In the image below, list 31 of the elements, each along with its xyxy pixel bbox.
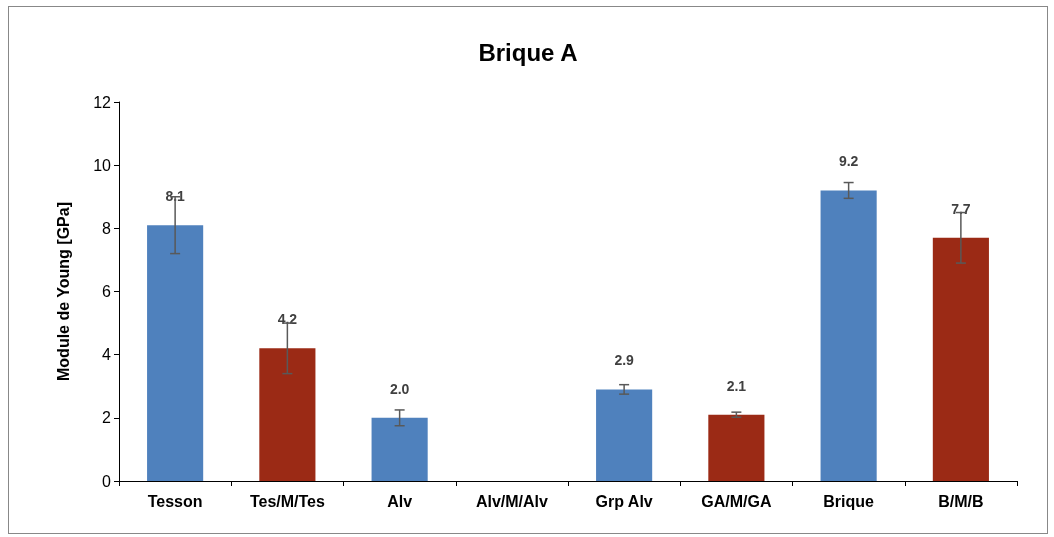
data-label: 9.2 [838,153,859,170]
bar [708,414,765,481]
data-label: 2.0 [389,380,410,397]
bar [259,348,316,481]
y-tick-label: 2 [102,409,112,427]
x-tick-label: Alv [387,492,413,510]
y-tick-label: 8 [102,219,112,237]
chart-title: Brique A [478,38,578,66]
data-label: 4.2 [277,311,298,328]
y-tick-label: 6 [102,283,112,300]
x-tick-label: GA/M/GA [701,492,772,510]
bar [371,417,428,481]
x-tick-label: Alv/M/Alv [475,492,548,510]
y-tick-label: 0 [102,472,112,490]
x-tick-label: B/M/B [938,492,984,510]
data-label: 7.7 [951,200,971,217]
y-tick-label: 12 [93,93,112,111]
x-tick-label: Brique [823,492,875,510]
bar [596,389,653,481]
y-axis-title: Module de Young [GPa] [54,202,72,381]
bar [932,237,989,481]
data-label: 8.1 [165,188,186,205]
x-tick-label: Tesson [147,492,203,510]
x-tick-label: Grp Alv [595,492,653,510]
y-tick-label: 10 [93,156,112,174]
bar [820,190,877,481]
y-tick-label: 4 [102,346,112,364]
bar [147,225,204,481]
data-label: 2.9 [614,352,635,369]
data-label: 2.1 [726,377,747,394]
x-tick-label: Tes/M/Tes [249,492,325,510]
